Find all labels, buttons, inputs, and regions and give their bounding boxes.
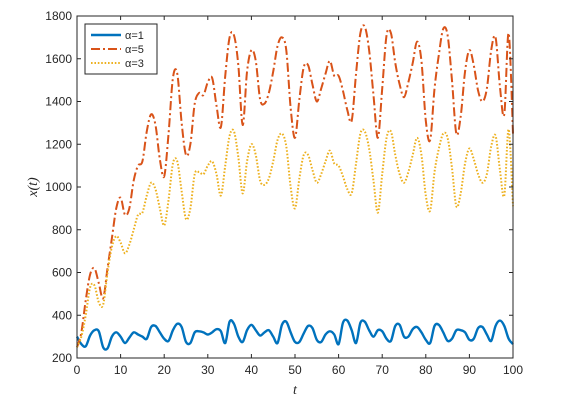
x-tick-label: 90: [463, 363, 477, 377]
y-tick-label: 200: [52, 351, 72, 365]
y-tick-label: 1000: [45, 180, 72, 194]
y-tick-label: 400: [52, 308, 72, 322]
legend-label-2: α=5: [125, 44, 144, 56]
ticks-layer: 0 10 20 30 40 50 60 70 80 90 100 200 400 600 800 1000 12…: [45, 9, 523, 377]
x-tick-label: 80: [419, 363, 433, 377]
x-tick-label: 40: [245, 363, 259, 377]
series-line-1: [75, 318, 514, 351]
x-tick-label: 20: [158, 363, 172, 377]
y-tick-label: 1600: [45, 52, 72, 66]
x-tick-label: 50: [288, 363, 302, 377]
y-tick-label: 1400: [45, 95, 72, 109]
x-tick-label: 60: [332, 363, 346, 377]
legend-label-1: α=1: [125, 30, 144, 42]
y-tick-label: 1200: [45, 137, 72, 151]
x-tick-label: 70: [376, 363, 390, 377]
x-tick-label: 30: [201, 363, 215, 377]
series-line-3: [76, 128, 514, 348]
axes-box: [76, 15, 514, 359]
x-axis-label: t: [293, 383, 298, 398]
legend: α=1 α=5 α=3: [84, 23, 158, 75]
y-axis-label: x(t): [26, 177, 41, 198]
x-tick-label: 100: [503, 363, 523, 377]
legend-label-3: α=3: [125, 58, 144, 70]
x-tick-label: 0: [74, 363, 81, 377]
series-layer: [75, 24, 514, 351]
y-tick-label: 600: [52, 266, 72, 280]
y-tick-label: 800: [52, 223, 72, 237]
x-tick-label: 10: [114, 363, 128, 377]
y-tick-label: 1800: [45, 9, 72, 23]
series-line-2: [76, 24, 514, 348]
